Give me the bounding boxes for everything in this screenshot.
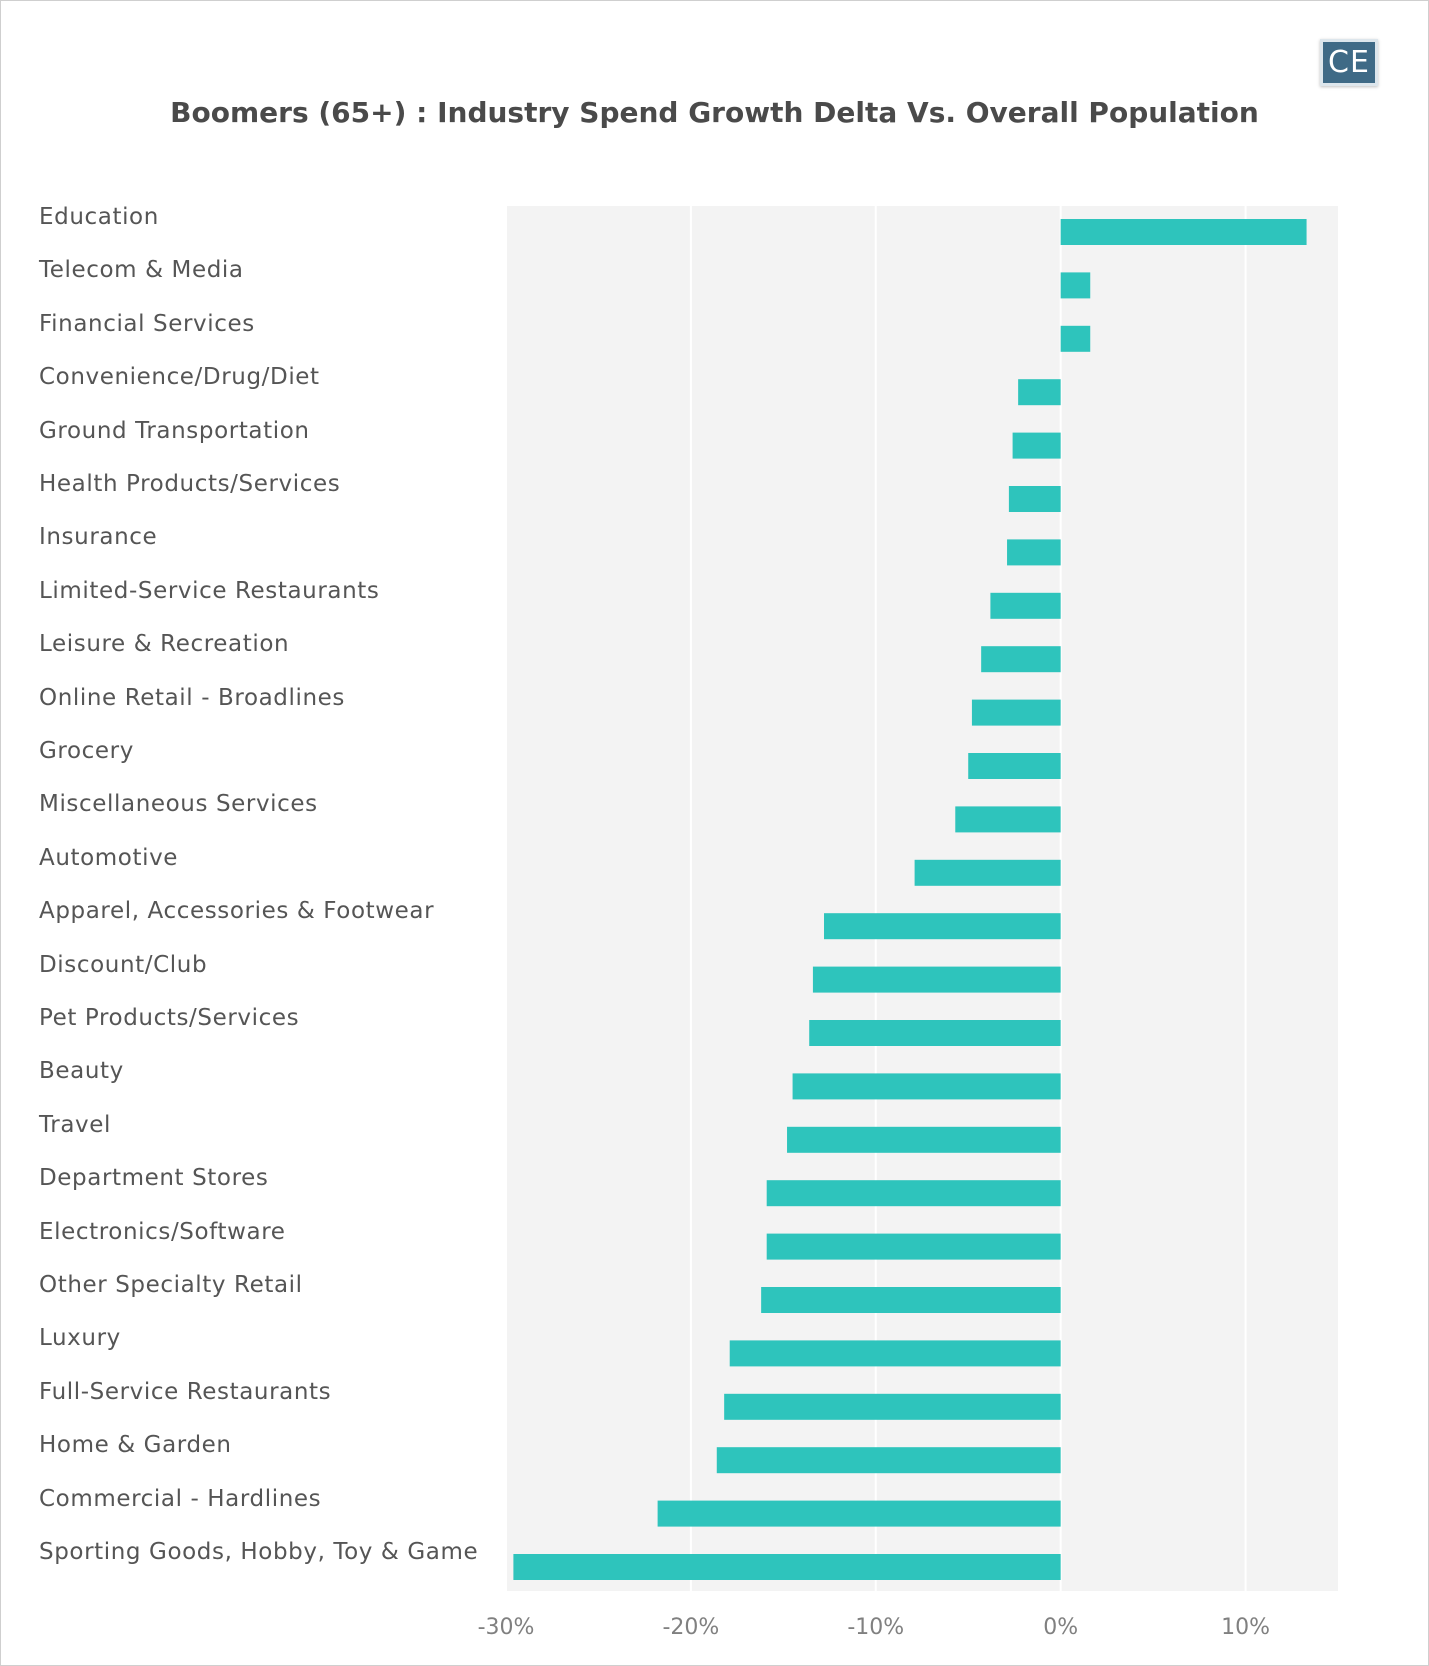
bar-travel [787, 1126, 1061, 1153]
category-label: Health Products/Services [39, 471, 341, 497]
bar-convenience-drug-diet [1018, 379, 1061, 406]
bar-full-service-restaurants [724, 1393, 1061, 1420]
bar-education [1060, 219, 1307, 245]
ce-logo: CE [1320, 39, 1378, 86]
category-label: Insurance [39, 524, 158, 551]
category-label: Automotive [39, 844, 179, 871]
bar-health-products-services [1008, 486, 1061, 512]
bar-leisure-recreation [981, 646, 1061, 673]
bar-online-retail-broadlines [971, 699, 1061, 726]
bar-miscellaneous-services [955, 806, 1061, 833]
x-tick-label: 0% [1043, 1615, 1078, 1640]
category-label: Education [39, 204, 159, 230]
bar-telecom-media [1060, 272, 1091, 299]
bar-limited-service-restaurants [990, 592, 1061, 619]
bar-automotive [914, 859, 1061, 886]
bar-sporting-goods-hobby-toy-game [513, 1554, 1061, 1580]
bar-insurance [1007, 539, 1061, 566]
category-label: Online Retail - Broadlines [39, 684, 345, 711]
category-label: Home & Garden [39, 1432, 232, 1459]
x-tick-label: -20% [662, 1615, 719, 1640]
bar-apparel-accessories-footwear [824, 913, 1061, 940]
category-label: Discount/Club [39, 951, 208, 978]
category-label: Leisure & Recreation [39, 631, 290, 658]
bar-discount-club [812, 966, 1061, 993]
category-label: Limited-Service Restaurants [39, 577, 380, 604]
bar-department-stores [766, 1180, 1061, 1207]
bar-home-garden [716, 1447, 1061, 1474]
bar-luxury [729, 1340, 1061, 1367]
chart-title: Boomers (65+) : Industry Spend Growth De… [170, 96, 1259, 129]
bar-electronics-software [766, 1233, 1061, 1260]
x-tick-label: 10% [1221, 1615, 1270, 1640]
category-label: Grocery [39, 738, 134, 764]
bar-ground-transportation [1012, 432, 1061, 459]
bar-beauty [792, 1073, 1061, 1100]
category-label: Full-Service Restaurants [39, 1378, 332, 1405]
bar-commercial-hardlines [657, 1500, 1061, 1527]
bars [513, 219, 1307, 1580]
category-label: Electronics/Software [39, 1218, 286, 1245]
category-label: Beauty [39, 1058, 124, 1085]
bar-pet-products-services [809, 1020, 1061, 1046]
bar-grocery [968, 753, 1061, 779]
category-label: Pet Products/Services [39, 1005, 300, 1031]
category-label: Convenience/Drug/Diet [39, 364, 320, 391]
plot-area [506, 206, 1338, 1591]
category-label: Ground Transportation [39, 417, 310, 444]
category-label: Travel [39, 1111, 111, 1138]
x-tick-label: -10% [847, 1615, 904, 1640]
x-tick-labels: -30% -20% -10% 0% 10% [478, 1615, 1270, 1640]
category-label: Miscellaneous Services [39, 791, 318, 818]
category-label: Other Specialty Retail [39, 1272, 303, 1298]
category-label: Luxury [39, 1325, 121, 1352]
category-label: Telecom & Media [39, 257, 244, 284]
bar-other-specialty-retail [761, 1287, 1061, 1313]
bar-financial-services [1060, 325, 1091, 352]
category-label: Financial Services [39, 310, 255, 337]
category-label: Apparel, Accessories & Footwear [39, 898, 435, 925]
category-label: Commercial - Hardlines [39, 1485, 322, 1512]
category-label: Sporting Goods, Hobby, Toy & Game [39, 1539, 479, 1565]
x-tick-label: -30% [478, 1615, 535, 1640]
category-label: Department Stores [39, 1165, 269, 1192]
